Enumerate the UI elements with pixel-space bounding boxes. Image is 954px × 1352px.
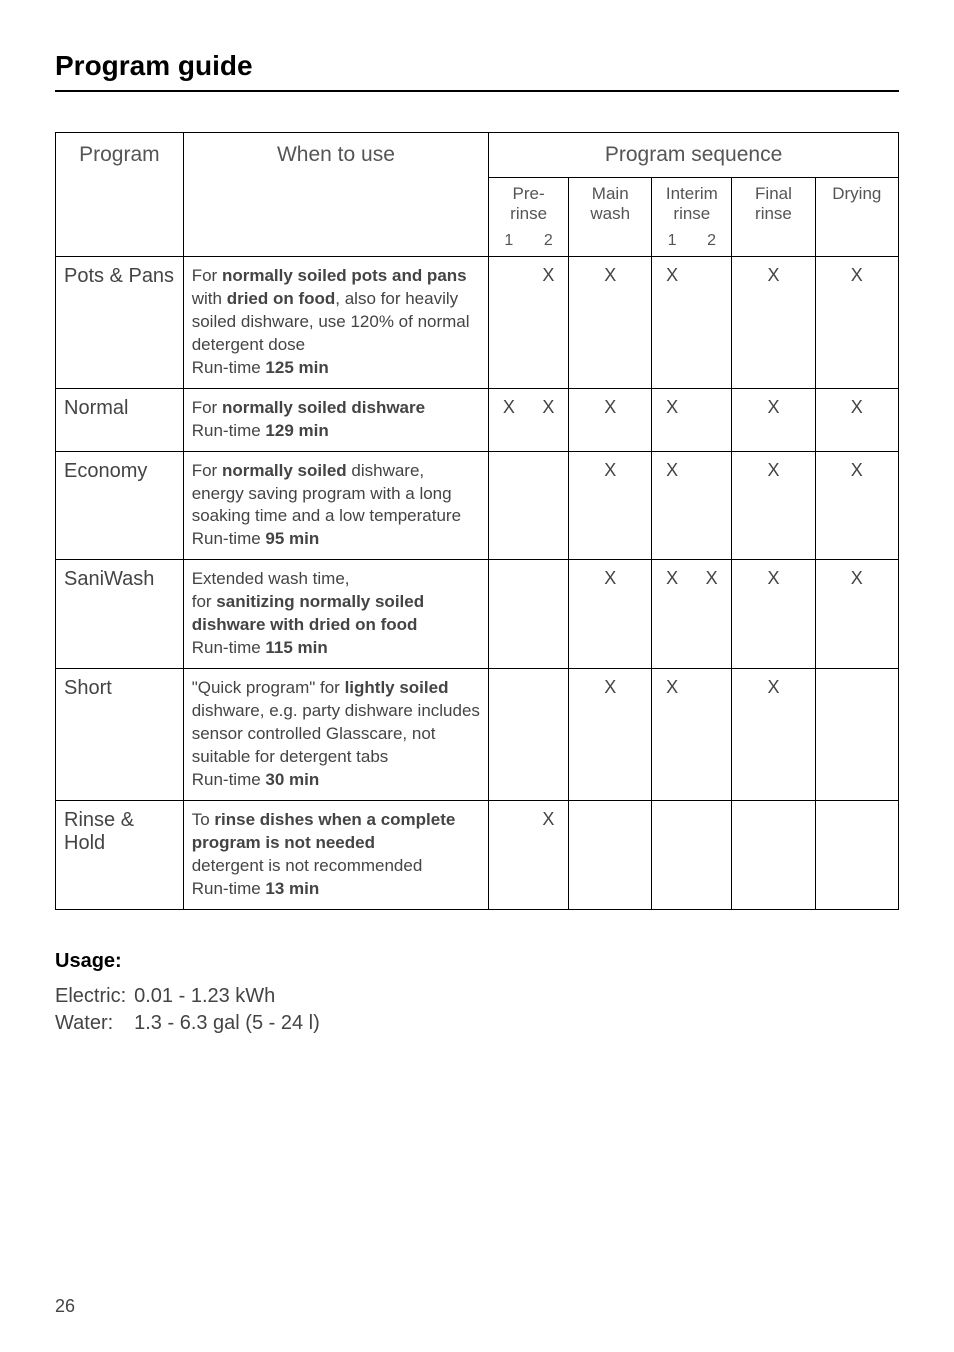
- table-row: Pots & PansFor normally soiled pots and …: [56, 257, 899, 389]
- usage-heading: Usage:: [55, 950, 899, 973]
- interim-rinse-1: X: [652, 560, 692, 669]
- usage-electric-label: Electric:: [55, 983, 134, 1010]
- when-to-use: For normally soiled dishwareRun-time 129…: [183, 388, 488, 451]
- interim-rinse-2: [692, 669, 732, 801]
- drying: [815, 669, 898, 801]
- header-interim-rinse-2: 2: [692, 230, 732, 257]
- program-name: Short: [56, 669, 184, 801]
- header-pre-rinse: Pre- rinse: [489, 178, 569, 231]
- interim-rinse-1: X: [652, 669, 692, 801]
- drying: X: [815, 257, 898, 389]
- header-sequence: Program sequence: [489, 133, 899, 178]
- pre-rinse-1: [489, 669, 529, 801]
- header-program: Program: [56, 133, 184, 257]
- main-wash: X: [569, 257, 652, 389]
- final-rinse: [732, 800, 815, 909]
- usage-table: Electric: 0.01 - 1.23 kWh Water: 1.3 - 6…: [55, 983, 328, 1037]
- header-when: When to use: [183, 133, 488, 257]
- table-row: NormalFor normally soiled dishwareRun-ti…: [56, 388, 899, 451]
- interim-rinse-1: [652, 800, 692, 909]
- title-rule: [55, 90, 899, 92]
- drying: [815, 800, 898, 909]
- interim-rinse-2: [692, 388, 732, 451]
- header-interim-rinse: Interim rinse: [652, 178, 732, 231]
- pre-rinse-2: [529, 669, 569, 801]
- table-row: EconomyFor normally soiled dishware, ene…: [56, 451, 899, 560]
- final-rinse: X: [732, 388, 815, 451]
- drying: X: [815, 388, 898, 451]
- header-interim-rinse-1: 1: [652, 230, 692, 257]
- main-wash: [569, 800, 652, 909]
- program-name: Normal: [56, 388, 184, 451]
- program-name: Economy: [56, 451, 184, 560]
- interim-rinse-1: X: [652, 451, 692, 560]
- main-wash: X: [569, 388, 652, 451]
- pre-rinse-1: [489, 560, 529, 669]
- main-wash: X: [569, 669, 652, 801]
- pre-rinse-1: [489, 257, 529, 389]
- interim-rinse-1: X: [652, 257, 692, 389]
- table-row: Short"Quick program" for lightly soiled …: [56, 669, 899, 801]
- pre-rinse-2: X: [529, 257, 569, 389]
- drying: X: [815, 560, 898, 669]
- header-final-rinse: Final rinse: [732, 178, 815, 257]
- when-to-use: To rinse dishes when a complete program …: [183, 800, 488, 909]
- when-to-use: Extended wash time,for sanitizing normal…: [183, 560, 488, 669]
- when-to-use: "Quick program" for lightly soiled dishw…: [183, 669, 488, 801]
- header-pre-rinse-1: 1: [489, 230, 529, 257]
- final-rinse: X: [732, 451, 815, 560]
- program-table: Program When to use Program sequence Pre…: [55, 132, 899, 910]
- main-wash: X: [569, 560, 652, 669]
- interim-rinse-2: [692, 257, 732, 389]
- usage-water-value: 1.3 - 6.3 gal (5 - 24 l): [134, 1010, 328, 1037]
- usage-water-label: Water:: [55, 1010, 134, 1037]
- pre-rinse-2: X: [529, 388, 569, 451]
- when-to-use: For normally soiled dishware, energy sav…: [183, 451, 488, 560]
- pre-rinse-1: [489, 451, 529, 560]
- final-rinse: X: [732, 257, 815, 389]
- pre-rinse-2: [529, 451, 569, 560]
- program-name: SaniWash: [56, 560, 184, 669]
- program-name: Rinse & Hold: [56, 800, 184, 909]
- table-row: Rinse & HoldTo rinse dishes when a compl…: [56, 800, 899, 909]
- drying: X: [815, 451, 898, 560]
- final-rinse: X: [732, 669, 815, 801]
- page-number: 26: [55, 1296, 75, 1317]
- header-main-wash: Main wash: [569, 178, 652, 257]
- pre-rinse-2: [529, 560, 569, 669]
- interim-rinse-2: [692, 800, 732, 909]
- header-drying: Drying: [815, 178, 898, 257]
- main-wash: X: [569, 451, 652, 560]
- table-row: SaniWashExtended wash time,for sanitizin…: [56, 560, 899, 669]
- header-pre-rinse-2: 2: [529, 230, 569, 257]
- usage-electric-value: 0.01 - 1.23 kWh: [134, 983, 328, 1010]
- interim-rinse-1: X: [652, 388, 692, 451]
- pre-rinse-2: X: [529, 800, 569, 909]
- program-name: Pots & Pans: [56, 257, 184, 389]
- interim-rinse-2: X: [692, 560, 732, 669]
- page-title: Program guide: [55, 50, 899, 82]
- pre-rinse-1: X: [489, 388, 529, 451]
- when-to-use: For normally soiled pots and pans with d…: [183, 257, 488, 389]
- interim-rinse-2: [692, 451, 732, 560]
- pre-rinse-1: [489, 800, 529, 909]
- final-rinse: X: [732, 560, 815, 669]
